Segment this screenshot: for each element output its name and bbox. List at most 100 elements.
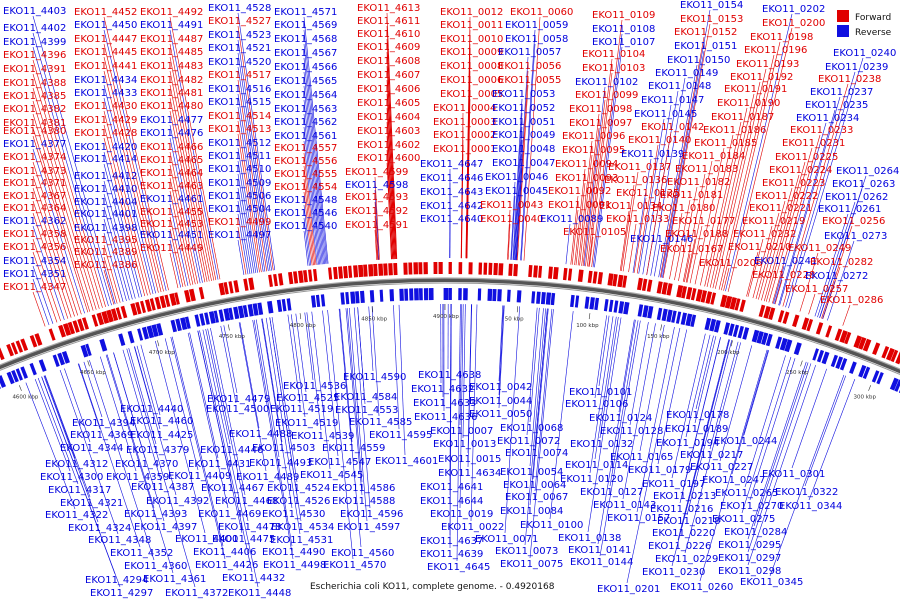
gene-label: EKO11_0053 bbox=[492, 89, 555, 100]
connector-line bbox=[592, 33, 623, 268]
connector-line bbox=[303, 178, 314, 266]
gene-label: EKO11_4485 bbox=[140, 47, 203, 58]
forward-gene-arrow bbox=[806, 318, 814, 332]
forward-gene-arrow bbox=[91, 314, 99, 327]
kbp-tick-label: 200 kbp bbox=[717, 350, 740, 356]
reverse-gene-arrow bbox=[57, 352, 65, 366]
connector-line bbox=[549, 311, 574, 520]
gene-label: EKO11_4469 bbox=[198, 509, 261, 520]
gene-label: EKO11_4449 bbox=[140, 243, 203, 254]
gene-label: EKO11_0071 bbox=[475, 534, 538, 545]
forward-gene-arrow bbox=[666, 283, 673, 296]
connector-line bbox=[785, 71, 856, 308]
forward-gene-arrow bbox=[685, 286, 693, 300]
connector-line bbox=[103, 244, 121, 303]
gene-label: EKO11_4478 bbox=[218, 522, 281, 533]
kbp-tick bbox=[588, 313, 591, 320]
connector-line bbox=[712, 81, 761, 289]
gene-label: EKO11_4565 bbox=[274, 76, 337, 87]
gene-label: EKO11_4380 bbox=[3, 126, 66, 137]
connector-line bbox=[237, 93, 266, 272]
gene-label: EKO11_4607 bbox=[357, 70, 420, 81]
gene-label: EKO11_0002 bbox=[433, 130, 496, 141]
connector-line bbox=[659, 36, 705, 278]
connector-line bbox=[721, 41, 781, 291]
connector-line bbox=[32, 73, 103, 308]
connector-line bbox=[103, 151, 143, 297]
kbp-tick-label: 4700 kbp bbox=[149, 350, 175, 356]
connector-line bbox=[106, 354, 155, 509]
connector-line bbox=[386, 149, 393, 260]
forward-gene-arrow bbox=[641, 278, 648, 292]
reverse-gene-arrow bbox=[713, 319, 721, 333]
connector-line bbox=[577, 140, 593, 266]
connector-line bbox=[723, 267, 730, 291]
connector-line bbox=[237, 239, 245, 275]
gene-label: EKO11_0096 bbox=[562, 131, 625, 142]
reverse-gene-arrow bbox=[858, 364, 867, 378]
kbp-tick-label: 250 kbp bbox=[786, 370, 809, 376]
gene-label: EKO11_4511 bbox=[208, 151, 271, 162]
connector-line bbox=[622, 171, 639, 272]
gene-label: EKO11_4370 bbox=[115, 459, 178, 470]
gene-label: EKO11_4593 bbox=[345, 192, 408, 203]
connector-line bbox=[83, 361, 103, 418]
connector-line bbox=[103, 193, 133, 300]
forward-gene-arrow bbox=[792, 314, 800, 328]
forward-gene-arrow bbox=[303, 270, 308, 283]
connector-line bbox=[574, 168, 586, 266]
gene-label: EKO11_4571 bbox=[274, 7, 337, 18]
connector-line bbox=[529, 309, 554, 559]
connector-line bbox=[731, 349, 769, 475]
gene-label: EKO11_0322 bbox=[775, 487, 838, 498]
connector-line bbox=[32, 127, 91, 312]
gene-label: EKO11_4386 bbox=[74, 260, 137, 271]
reverse-gene-arrow bbox=[835, 356, 844, 369]
connector-line bbox=[103, 29, 167, 291]
gene-label: EKO11_0244 bbox=[714, 436, 777, 447]
reverse-gene-arrow bbox=[589, 297, 595, 310]
gene-label: EKO11_4448 bbox=[228, 588, 291, 599]
connector-line bbox=[586, 58, 613, 267]
connector-line bbox=[695, 335, 714, 410]
gene-label: EKO11_4503 bbox=[252, 443, 315, 454]
reverse-gene-arrow bbox=[257, 302, 264, 315]
forward-gene-arrow bbox=[617, 274, 624, 288]
connector-line bbox=[587, 317, 622, 533]
reverse-gene-arrow bbox=[793, 342, 802, 356]
reverse-gene-arrow bbox=[463, 288, 468, 301]
reverse-gene-arrow bbox=[156, 323, 164, 336]
forward-gene-arrow bbox=[29, 334, 38, 348]
gene-label: EKO11_4642 bbox=[420, 201, 483, 212]
connector-line bbox=[677, 339, 730, 541]
gene-label: EKO11_0043 bbox=[480, 200, 543, 211]
connector-line bbox=[169, 29, 219, 280]
gene-label: EKO11_0165 bbox=[610, 452, 673, 463]
gene-label: EKO11_4482 bbox=[140, 75, 203, 86]
forward-gene-arrow bbox=[719, 294, 728, 308]
gene-label: EKO11_4597 bbox=[337, 522, 400, 533]
gene-label: EKO11_4526 bbox=[267, 496, 330, 507]
gene-label: EKO11_0009 bbox=[440, 47, 503, 58]
forward-gene-arrow bbox=[248, 277, 255, 291]
connector-line bbox=[169, 252, 179, 289]
forward-gene-arrow bbox=[438, 262, 443, 275]
reverse-gene-arrow bbox=[675, 311, 682, 324]
forward-gene-arrow bbox=[184, 289, 191, 303]
connector-line bbox=[169, 110, 206, 283]
forward-gene-arrow bbox=[268, 274, 273, 288]
gene-label: EKO11_0055 bbox=[498, 75, 561, 86]
connector-line bbox=[304, 312, 314, 381]
connector-line bbox=[77, 363, 101, 430]
reverse-gene-arrow bbox=[350, 291, 356, 304]
gene-label: EKO11_0015 bbox=[438, 454, 501, 465]
gene-label: EKO11_4425 bbox=[130, 430, 193, 441]
forward-gene-arrow bbox=[368, 264, 374, 277]
connector-line bbox=[103, 56, 162, 293]
gene-label: EKO11_4463 bbox=[140, 181, 203, 192]
gene-label: EKO11_0154 bbox=[680, 0, 743, 11]
connector-line bbox=[303, 217, 310, 266]
gene-label: EKO11_4450 bbox=[74, 20, 137, 31]
connector-line bbox=[529, 308, 548, 506]
gene-label: EKO11_4586 bbox=[332, 483, 395, 494]
